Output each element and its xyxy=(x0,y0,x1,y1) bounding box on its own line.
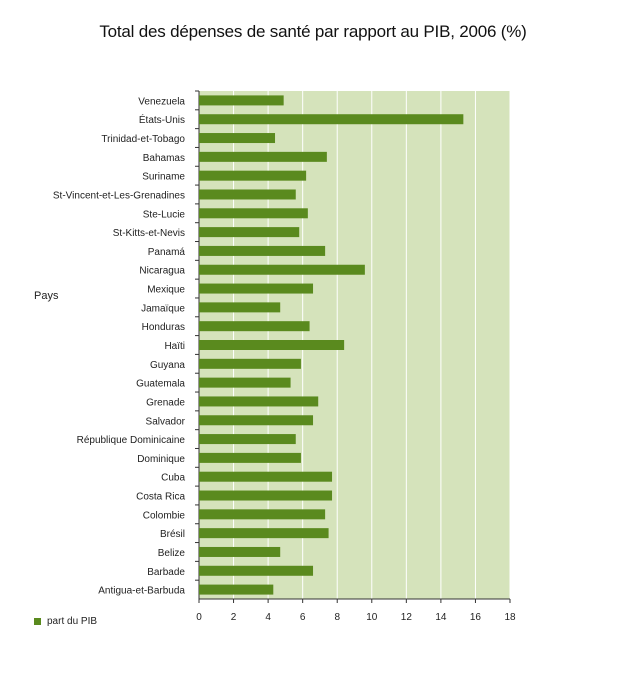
category-label: Suriname xyxy=(142,172,185,183)
bar xyxy=(199,283,314,294)
bar xyxy=(199,264,365,275)
x-tick-label: 4 xyxy=(265,612,271,623)
bar xyxy=(199,565,314,576)
bar xyxy=(199,528,329,539)
category-label: Trinidad-et-Tobago xyxy=(101,134,185,145)
bar xyxy=(199,114,464,125)
bar xyxy=(199,509,326,520)
category-label: Colombie xyxy=(143,510,186,521)
category-label: Guyana xyxy=(150,360,185,371)
bar xyxy=(199,490,333,501)
category-label: Nicaragua xyxy=(139,266,185,277)
bar xyxy=(199,95,284,106)
category-label: St-Kitts-et-Nevis xyxy=(113,228,185,239)
x-tick-label: 16 xyxy=(470,612,482,623)
bar xyxy=(199,584,274,595)
x-tick-label: 6 xyxy=(300,612,306,623)
x-tick-label: 12 xyxy=(401,612,413,623)
category-label: Dominique xyxy=(137,454,185,465)
category-label: Ste-Lucie xyxy=(143,209,186,220)
x-tick-label: 18 xyxy=(504,612,516,623)
bar xyxy=(199,170,307,181)
bar xyxy=(199,377,291,388)
category-label: Panamá xyxy=(148,247,186,258)
y-axis-label: Pays xyxy=(34,290,59,302)
category-label: Barbade xyxy=(147,567,185,578)
legend-swatch xyxy=(34,618,41,625)
bar xyxy=(199,133,276,144)
chart-title: Total des dépenses de santé par rapport … xyxy=(99,22,527,41)
x-tick-label: 8 xyxy=(334,612,340,623)
bar xyxy=(199,340,345,350)
bar xyxy=(199,321,310,332)
bar xyxy=(199,471,333,482)
legend: part du PIB xyxy=(34,616,97,627)
category-label: Costa Rica xyxy=(136,492,185,503)
category-label: Venezuela xyxy=(138,96,185,107)
category-label: États-Unis xyxy=(139,113,185,126)
category-label: Antigua-et-Barbuda xyxy=(98,586,185,597)
category-label: République Dominicaine xyxy=(77,435,186,446)
bar xyxy=(199,358,301,369)
category-label: St-Vincent-et-Les-Grenadines xyxy=(53,190,185,201)
x-tick-label: 0 xyxy=(196,612,202,623)
category-label: Honduras xyxy=(142,322,185,333)
category-label: Grenade xyxy=(146,397,185,408)
bar xyxy=(199,245,326,256)
bar xyxy=(199,151,327,162)
x-tick-label: 2 xyxy=(231,612,237,623)
category-label: Guatemala xyxy=(136,379,185,390)
category-label: Cuba xyxy=(161,473,185,484)
bar xyxy=(199,434,296,445)
legend-label: part du PIB xyxy=(47,616,98,627)
x-tick-label: 14 xyxy=(435,612,447,623)
bar xyxy=(199,208,308,219)
category-label: Salvador xyxy=(146,416,186,427)
bar xyxy=(199,452,301,463)
bar xyxy=(199,302,281,313)
x-tick-label: 10 xyxy=(366,612,378,623)
category-label: Haïti xyxy=(164,341,185,352)
category-label: Bahamas xyxy=(143,153,185,164)
category-label: Mexique xyxy=(147,285,185,296)
category-label: Jamaïque xyxy=(141,303,185,314)
bar xyxy=(199,227,300,238)
bar xyxy=(199,546,281,557)
category-label: Belize xyxy=(158,548,186,559)
bar xyxy=(199,415,314,426)
bar xyxy=(199,396,319,407)
category-label: Brésil xyxy=(160,529,185,540)
bar xyxy=(199,189,296,200)
